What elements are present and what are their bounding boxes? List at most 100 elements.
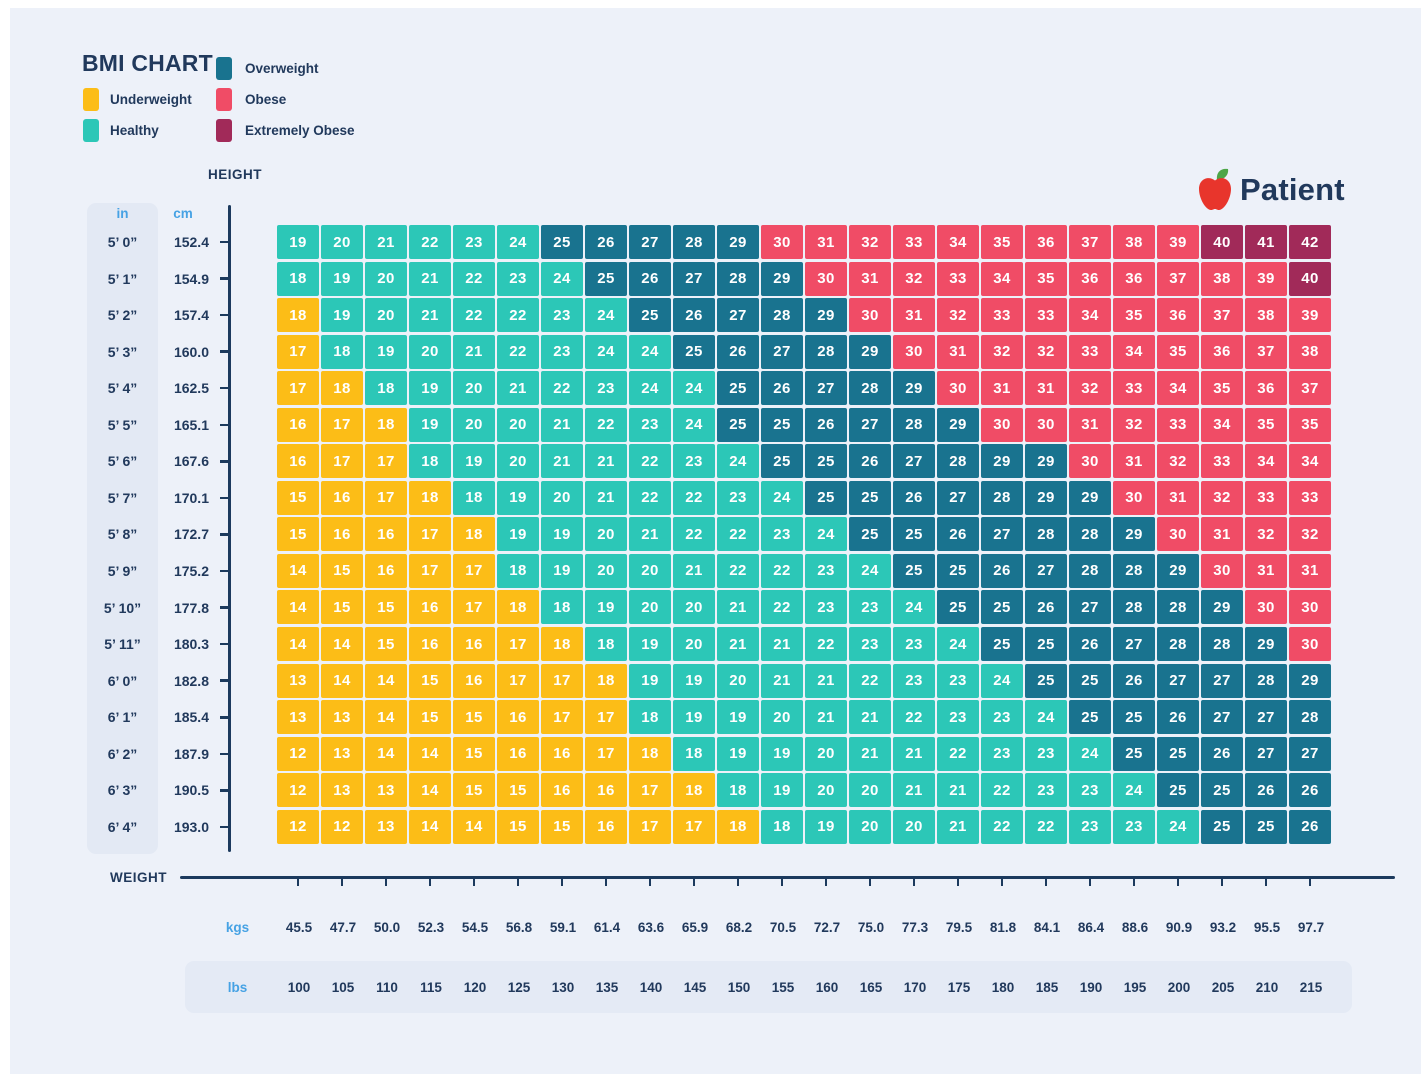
bmi-cell: 39 (1289, 298, 1331, 333)
weight-axis-tick (912, 876, 916, 886)
bmi-cell: 32 (849, 225, 891, 259)
bmi-cell: 23 (937, 700, 979, 735)
weight-axis-tick (824, 876, 828, 886)
weight-kg-value: 88.6 (1121, 920, 1149, 935)
bmi-cell: 14 (409, 773, 451, 808)
bmi-cell: 27 (1201, 663, 1243, 698)
bmi-cell: 25 (673, 334, 715, 369)
bmi-cell: 23 (1069, 809, 1111, 844)
bmi-cell: 19 (805, 809, 847, 844)
height-cm-value: 162.5 (173, 380, 209, 397)
bmi-cell: 20 (629, 590, 671, 625)
weight-lb-value: 145 (683, 980, 707, 995)
bmi-cell: 28 (1113, 590, 1155, 625)
bmi-cell: 25 (1025, 627, 1067, 662)
bmi-cell: 20 (761, 700, 803, 735)
bmi-cell: 20 (849, 773, 891, 808)
bmi-cell: 17 (409, 517, 451, 552)
bmi-cell: 25 (717, 371, 759, 406)
bmi-cell: 30 (849, 298, 891, 333)
bmi-cell: 14 (365, 736, 407, 771)
bmi-cell: 33 (1025, 298, 1067, 333)
bmi-cell: 15 (409, 663, 451, 698)
bmi-cell: 25 (541, 225, 583, 259)
in-column-label: in (116, 206, 129, 221)
lbs-row-label: lbs (227, 980, 248, 995)
bmi-cell: 18 (453, 517, 495, 552)
legend-swatch-h (83, 119, 99, 142)
bmi-cell: 35 (1245, 407, 1287, 442)
weight-kg-value: 52.3 (417, 920, 445, 935)
bmi-cell: 17 (629, 809, 671, 844)
bmi-cell: 28 (1025, 517, 1067, 552)
height-cm-value: 165.1 (173, 416, 209, 433)
bmi-cell: 24 (629, 334, 671, 369)
bmi-cell: 17 (409, 553, 451, 588)
bmi-cell: 17 (321, 407, 363, 442)
bmi-cell: 33 (1069, 334, 1111, 369)
bmi-cell: 19 (717, 700, 759, 735)
bmi-cell: 25 (1113, 736, 1155, 771)
bmi-cell: 27 (761, 334, 803, 369)
bmi-cell: 17 (585, 736, 627, 771)
bmi-cell: 15 (365, 590, 407, 625)
weight-lb-value: 150 (727, 980, 751, 995)
bmi-cell: 15 (365, 627, 407, 662)
bmi-cell: 13 (365, 809, 407, 844)
bmi-cell: 21 (805, 663, 847, 698)
weight-kg-value: 59.1 (549, 920, 577, 935)
height-axis-tick (220, 679, 229, 682)
bmi-cell: 17 (453, 590, 495, 625)
bmi-cell: 29 (937, 407, 979, 442)
bmi-cell: 22 (937, 736, 979, 771)
bmi-cell: 25 (585, 261, 627, 296)
bmi-cell: 20 (673, 590, 715, 625)
bmi-cell: 28 (673, 225, 715, 259)
bmi-cell: 32 (1157, 444, 1199, 479)
bmi-cell: 19 (497, 517, 539, 552)
bmi-cell: 18 (541, 627, 583, 662)
bmi-cell: 14 (365, 663, 407, 698)
bmi-cell: 26 (1245, 773, 1287, 808)
bmi-cell: 25 (805, 444, 847, 479)
bmi-cell: 21 (409, 298, 451, 333)
bmi-cell: 23 (981, 700, 1023, 735)
bmi-cell: 25 (1201, 773, 1243, 808)
bmi-cell: 36 (1069, 261, 1111, 296)
bmi-cell: 16 (541, 736, 583, 771)
weight-kg-value: 63.6 (637, 920, 665, 935)
bmi-cell: 36 (1113, 261, 1155, 296)
bmi-cell: 19 (409, 371, 451, 406)
bmi-cell: 34 (1157, 371, 1199, 406)
bmi-cell: 26 (1069, 627, 1111, 662)
bmi-cell: 14 (453, 809, 495, 844)
bmi-cell: 18 (629, 736, 671, 771)
weight-lb-value: 165 (859, 980, 883, 995)
bmi-cell: 20 (453, 407, 495, 442)
weight-axis-tick (472, 876, 476, 886)
bmi-cell: 25 (1025, 663, 1067, 698)
bmi-cell: 26 (937, 517, 979, 552)
bmi-cell: 18 (365, 371, 407, 406)
bmi-cell: 14 (277, 627, 319, 662)
height-in-value: 5’ 9” (107, 563, 138, 580)
bmi-cell: 16 (497, 736, 539, 771)
weight-lb-value: 200 (1167, 980, 1191, 995)
bmi-cell: 18 (497, 590, 539, 625)
height-axis-tick (220, 423, 229, 427)
weight-lb-value: 195 (1123, 980, 1147, 995)
weight-axis-line (180, 876, 1395, 879)
bmi-cell: 32 (981, 334, 1023, 369)
bmi-cell: 30 (1289, 627, 1331, 662)
height-cm-value: 177.8 (173, 599, 209, 616)
bmi-cell: 24 (1113, 773, 1155, 808)
height-cm-value: 190.5 (173, 782, 209, 799)
bmi-cell: 31 (1201, 517, 1243, 552)
bmi-cell: 26 (761, 371, 803, 406)
weight-axis-tick (604, 876, 608, 886)
bmi-cell: 23 (761, 517, 803, 552)
bmi-cell: 29 (1113, 517, 1155, 552)
bmi-cell: 21 (849, 736, 891, 771)
bmi-cell: 17 (585, 700, 627, 735)
bmi-cell: 26 (1025, 590, 1067, 625)
